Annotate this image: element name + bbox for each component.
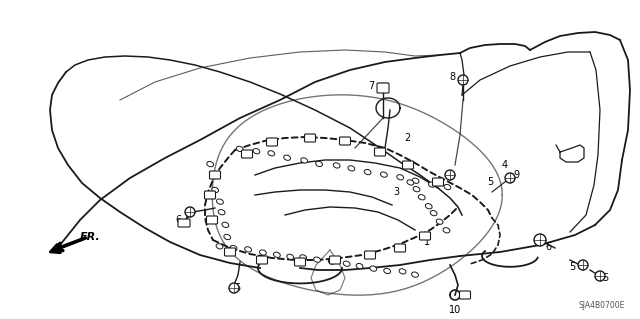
Text: 5: 5 [487,177,493,187]
FancyBboxPatch shape [205,191,216,199]
Ellipse shape [316,161,323,167]
FancyBboxPatch shape [178,219,190,227]
Text: 9: 9 [513,170,519,180]
Ellipse shape [364,169,371,175]
Circle shape [534,234,546,246]
Ellipse shape [328,259,335,264]
FancyBboxPatch shape [433,178,444,186]
Ellipse shape [300,255,307,260]
Ellipse shape [314,257,321,262]
Circle shape [185,207,195,217]
Ellipse shape [370,266,377,271]
Ellipse shape [397,174,404,180]
FancyBboxPatch shape [394,244,406,252]
Ellipse shape [218,210,225,215]
Ellipse shape [399,269,406,274]
Ellipse shape [244,247,252,252]
Ellipse shape [210,174,216,179]
FancyBboxPatch shape [403,161,413,169]
Ellipse shape [443,228,450,233]
Circle shape [458,75,468,85]
Text: SJA4B0700E: SJA4B0700E [579,301,625,310]
Circle shape [445,170,455,180]
Ellipse shape [227,247,234,252]
Ellipse shape [419,195,425,200]
Ellipse shape [212,187,218,193]
FancyBboxPatch shape [374,148,385,156]
Ellipse shape [407,180,414,185]
FancyBboxPatch shape [225,248,236,256]
Circle shape [505,173,515,183]
Text: 1: 1 [424,237,430,247]
Ellipse shape [412,272,419,277]
Ellipse shape [356,263,363,269]
FancyBboxPatch shape [305,134,316,142]
Text: FR.: FR. [80,232,100,242]
Ellipse shape [284,155,291,160]
Circle shape [578,260,588,270]
Ellipse shape [436,219,443,224]
Ellipse shape [343,261,350,266]
Ellipse shape [216,199,223,204]
Ellipse shape [273,252,280,257]
Text: 2: 2 [404,133,410,143]
FancyBboxPatch shape [209,171,221,179]
Ellipse shape [430,211,437,216]
Text: 5: 5 [569,262,575,272]
Ellipse shape [444,184,451,190]
FancyBboxPatch shape [330,256,340,264]
Text: 8: 8 [449,72,455,82]
FancyBboxPatch shape [266,138,278,146]
Ellipse shape [429,182,435,187]
FancyBboxPatch shape [207,216,218,224]
Ellipse shape [384,268,390,274]
Ellipse shape [222,222,228,227]
Circle shape [595,271,605,281]
FancyBboxPatch shape [460,291,470,299]
Text: 7: 7 [368,81,374,91]
Ellipse shape [224,234,230,240]
Ellipse shape [412,178,419,183]
FancyBboxPatch shape [241,150,253,158]
Ellipse shape [236,146,243,152]
Text: 3: 3 [393,187,399,197]
Ellipse shape [333,163,340,168]
Ellipse shape [301,158,308,163]
Ellipse shape [230,245,237,251]
Text: 4: 4 [502,160,508,170]
Text: 5: 5 [234,283,240,293]
FancyBboxPatch shape [365,251,376,259]
Ellipse shape [260,250,266,255]
Ellipse shape [348,166,355,171]
Text: 6: 6 [545,242,551,252]
Ellipse shape [216,244,223,249]
Ellipse shape [413,187,420,192]
Ellipse shape [268,151,275,156]
Text: 6: 6 [175,215,181,225]
FancyBboxPatch shape [419,232,431,240]
FancyBboxPatch shape [257,256,268,264]
Text: 10: 10 [449,305,461,315]
Ellipse shape [253,149,260,154]
Text: 5: 5 [602,273,608,283]
Ellipse shape [287,254,294,259]
FancyBboxPatch shape [294,258,305,266]
Ellipse shape [207,161,214,167]
FancyBboxPatch shape [339,137,351,145]
FancyBboxPatch shape [377,83,389,93]
Ellipse shape [426,204,432,209]
Ellipse shape [380,172,387,177]
Circle shape [229,283,239,293]
